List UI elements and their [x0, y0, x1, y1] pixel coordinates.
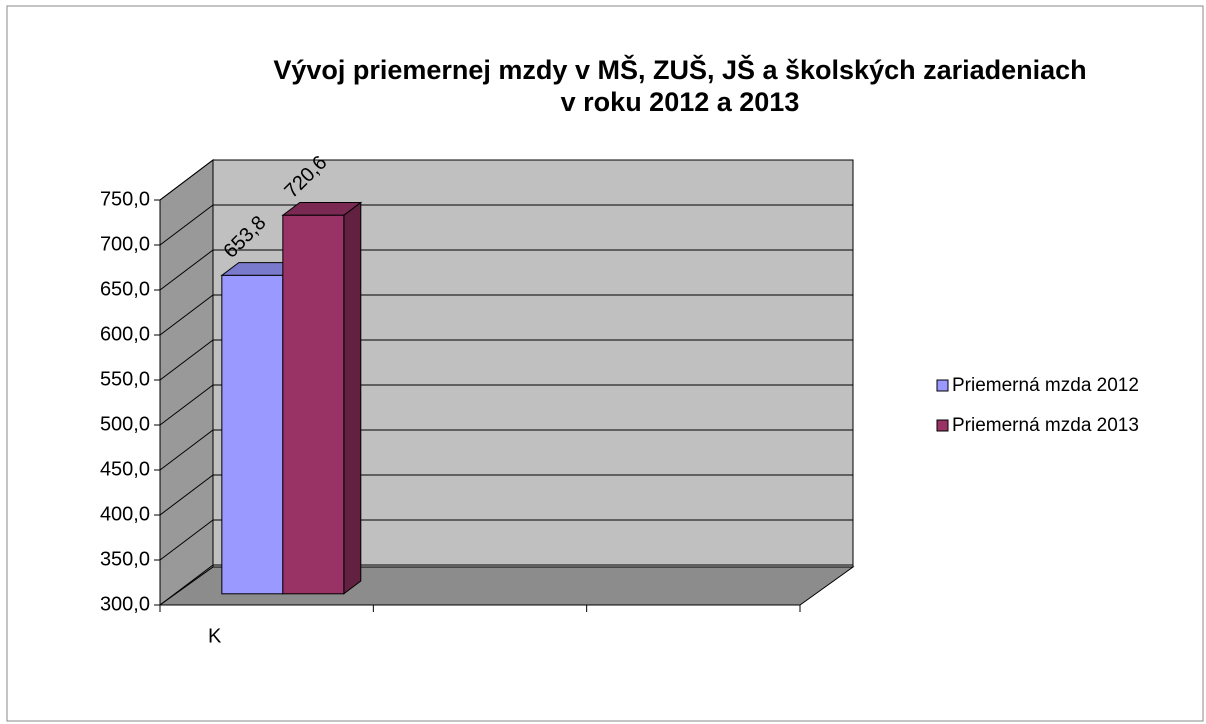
- side-wall: [159, 158, 214, 606]
- y-tick-label: 750,0: [100, 188, 150, 210]
- chart-title: Vývoj priemernej mzdy v MŠ, ZUŠ, JŠ a šk…: [273, 54, 1086, 85]
- y-tick-label: 700,0: [100, 233, 150, 255]
- grid-line: [159, 474, 214, 516]
- grid-line: [159, 339, 214, 381]
- y-tick-label: 350,0: [100, 548, 150, 570]
- legend-label: Priemerná mzda 2012: [952, 375, 1139, 396]
- legend-label: Priemerná mzda 2013: [952, 415, 1139, 436]
- chart-title: v roku 2012 a 2013: [561, 87, 800, 117]
- grid-line: [159, 429, 214, 471]
- y-tick-label: 450,0: [100, 458, 150, 480]
- bar-front: [221, 274, 284, 595]
- grid-line: [159, 249, 214, 291]
- y-tick-label: 400,0: [100, 503, 150, 525]
- x-tick-label: K: [208, 625, 222, 647]
- bar-front: [282, 214, 345, 595]
- y-tick-label: 300,0: [100, 593, 150, 615]
- grid-line: [159, 204, 214, 246]
- bar-side: [343, 201, 362, 595]
- grid-line: [159, 519, 214, 561]
- grid-line: [159, 159, 214, 201]
- y-tick-label: 650,0: [100, 278, 150, 300]
- grid-line: [159, 294, 214, 336]
- y-tick-label: 500,0: [100, 413, 150, 435]
- y-tick-label: 600,0: [100, 323, 150, 345]
- grid-line: [159, 384, 214, 426]
- legend-swatch: [936, 419, 949, 432]
- legend-swatch: [936, 379, 949, 392]
- bar: [281, 201, 363, 595]
- bars: [220, 201, 363, 595]
- y-tick-label: 550,0: [100, 368, 150, 390]
